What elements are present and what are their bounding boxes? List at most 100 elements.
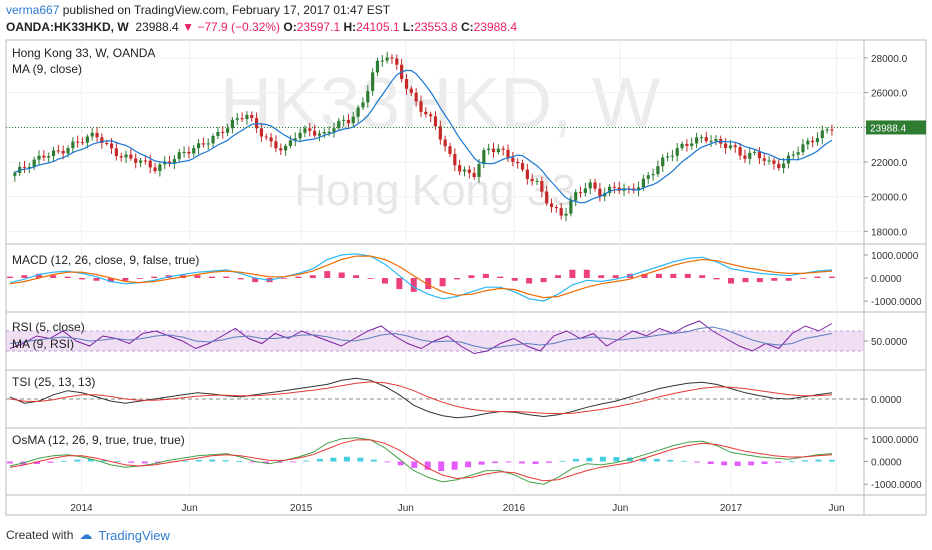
osma-hist-bar — [316, 458, 323, 462]
y-tick-label: 1000.0000 — [871, 251, 919, 262]
macd-hist-bar — [814, 276, 821, 278]
osma-hist-bar — [411, 461, 418, 468]
macd-hist-bar — [800, 278, 807, 279]
osma-hist-bar — [519, 461, 526, 464]
candle-body — [482, 150, 486, 165]
osma-signal-line — [9, 439, 833, 482]
candle-body — [723, 143, 728, 149]
osma-hist-bar — [775, 461, 782, 463]
macd-hist-bar — [526, 278, 533, 284]
candle-body — [685, 143, 689, 146]
candle-body — [134, 158, 138, 163]
main-pane-title: Hong Kong 33, W, OANDA — [12, 46, 155, 60]
osma-hist-bar — [599, 456, 606, 462]
candle-body — [612, 186, 616, 188]
tradingview-brand-link[interactable]: TradingView — [98, 527, 170, 543]
candle-body — [27, 166, 31, 168]
osma-hist-bar — [141, 461, 148, 464]
osma-hist-bar — [276, 461, 283, 463]
macd-signal-line — [9, 255, 833, 299]
candle-body — [371, 72, 375, 91]
y-tick-label: 1000.0000 — [871, 435, 919, 446]
candle-body — [225, 128, 230, 133]
osma-hist-bar — [182, 460, 189, 462]
candle-body — [767, 160, 771, 162]
candle-body — [559, 208, 563, 216]
osma-hist-bar — [87, 458, 94, 462]
osma-hist-bar — [384, 461, 391, 463]
candle-body — [574, 192, 578, 201]
created-with-text: Created with — [6, 528, 74, 542]
macd-hist-bar — [309, 275, 316, 278]
candle-body — [66, 148, 70, 154]
macd-hist-bar — [64, 276, 71, 278]
candle-body — [578, 192, 583, 194]
candle-body — [138, 160, 143, 163]
macd-hist-bar — [511, 278, 518, 281]
macd-hist-bar — [136, 278, 143, 279]
author-link[interactable]: verma667 — [6, 3, 60, 17]
candle-body — [467, 169, 471, 173]
osma-hist-bar — [694, 461, 701, 463]
y-tick-label: 22000.0 — [871, 158, 908, 169]
candle-body — [641, 178, 645, 188]
osma-hist-bar — [7, 461, 13, 464]
candle-body — [535, 180, 539, 182]
candle-body — [13, 172, 17, 176]
tsi-title: TSI (25, 13, 13) — [12, 375, 95, 389]
candle-body — [825, 129, 829, 131]
macd-hist-bar — [295, 276, 302, 278]
candle-body — [32, 159, 36, 167]
candle-body — [598, 188, 602, 197]
osma-hist-bar — [370, 459, 377, 462]
macd-hist-bar — [208, 276, 215, 278]
candle-body — [172, 159, 176, 164]
candle-body — [51, 150, 56, 157]
candle-body — [636, 187, 641, 191]
macd-hist-bar — [252, 278, 259, 283]
osma-hist-bar — [263, 461, 270, 464]
x-tick-label: 2016 — [503, 503, 526, 514]
osma-hist-bar — [721, 461, 728, 466]
macd-hist-bar — [410, 278, 417, 292]
macd-hist-bar — [497, 276, 504, 278]
macd-hist-bar — [598, 275, 605, 278]
macd-hist-bar — [713, 278, 720, 280]
candle-body — [680, 143, 684, 149]
candle-body — [815, 138, 820, 143]
candle-body — [153, 167, 157, 172]
candle-body — [646, 175, 650, 179]
osma-hist-bar — [195, 459, 202, 462]
osma-hist-bar — [289, 461, 296, 463]
tsi-line — [9, 377, 833, 419]
candle-body — [395, 58, 399, 65]
rsi-title: RSI (5, close) — [12, 320, 85, 334]
rsi-ma-line — [9, 326, 833, 350]
macd-hist-bar — [482, 273, 489, 278]
osma-hist-bar — [209, 459, 216, 462]
tsi-signal-line — [9, 381, 833, 415]
candle-body — [540, 180, 544, 192]
candle-body — [487, 148, 491, 151]
macd-hist-bar — [670, 273, 677, 278]
candle-body — [772, 160, 776, 164]
macd-hist-bar — [569, 269, 576, 278]
candle-body — [791, 154, 795, 156]
candle-body — [192, 148, 196, 154]
candle-body — [443, 139, 447, 147]
osma-hist-bar — [653, 458, 660, 462]
macd-hist-bar — [338, 272, 345, 278]
close-value: 23988.4 — [473, 20, 517, 34]
candle-body — [245, 114, 249, 120]
low-label: L: — [402, 20, 415, 34]
candle-body — [462, 169, 467, 172]
osma-hist-bar — [357, 457, 364, 462]
candle-body — [250, 114, 254, 119]
macd-hist-bar — [728, 278, 735, 284]
down-arrow-icon: ▼ — [182, 20, 194, 34]
macd-hist-bar — [454, 278, 461, 280]
candle-body — [90, 132, 94, 137]
x-tick-label: Jun — [612, 503, 628, 514]
osma-hist-bar — [559, 460, 566, 462]
